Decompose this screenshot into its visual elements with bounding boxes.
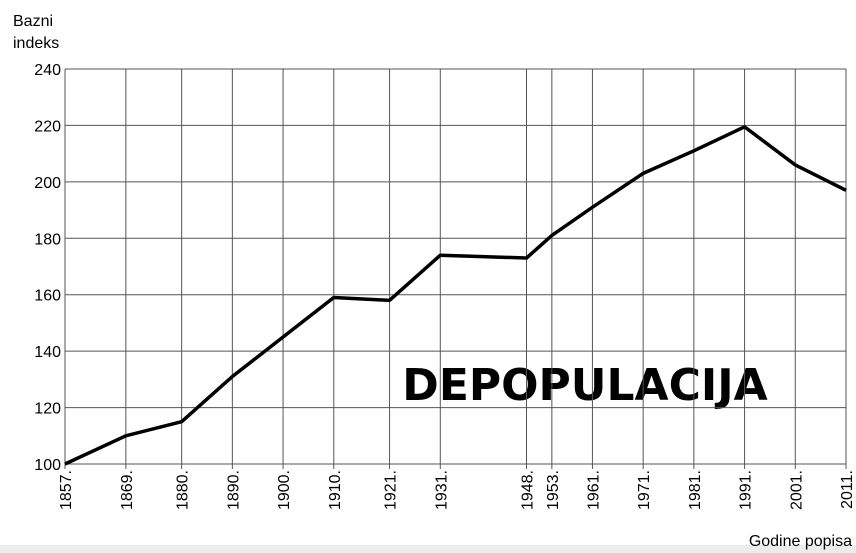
x-tick-label: 1961. (585, 470, 602, 510)
annotation: DEPOPULACIJA (402, 360, 767, 411)
x-tick-label: 1880. (175, 470, 192, 510)
y-tick-label: 160 (34, 288, 61, 305)
x-axis-label: Godine popisa (749, 533, 852, 550)
y-tick-label: 180 (34, 231, 61, 248)
x-tick-label: 1971. (636, 470, 653, 510)
x-tick-label: 1948. (520, 470, 537, 510)
y-tick-label: 120 (34, 401, 61, 418)
x-tick-label: 1890. (225, 470, 242, 510)
x-tick-label: 1857. (58, 470, 75, 510)
bottom-strip (0, 545, 856, 553)
x-tick-label: 2011. (839, 470, 856, 509)
x-tick-label: 1981. (687, 470, 704, 510)
y-tick-label: 220 (34, 118, 61, 135)
y-tick-label: 140 (34, 344, 61, 361)
x-tick-label: 1921. (383, 470, 400, 510)
x-tick-label: 1910. (327, 470, 344, 510)
x-tick-label: 1869. (119, 470, 136, 510)
x-tick-label: 1953. (545, 470, 562, 510)
y-axis-label: Bazni (13, 13, 53, 30)
x-tick-label: 2001. (788, 470, 805, 510)
x-tick-label: 1900. (276, 470, 293, 510)
y-axis-label: indeks (13, 35, 59, 52)
y-tick-label: 100 (34, 457, 61, 474)
x-tick-label: 1931. (433, 470, 450, 510)
data-line (64, 125, 847, 466)
y-tick-label: 240 (34, 62, 61, 79)
y-tick-label: 200 (34, 175, 61, 192)
x-tick-label: 1991. (738, 470, 755, 510)
